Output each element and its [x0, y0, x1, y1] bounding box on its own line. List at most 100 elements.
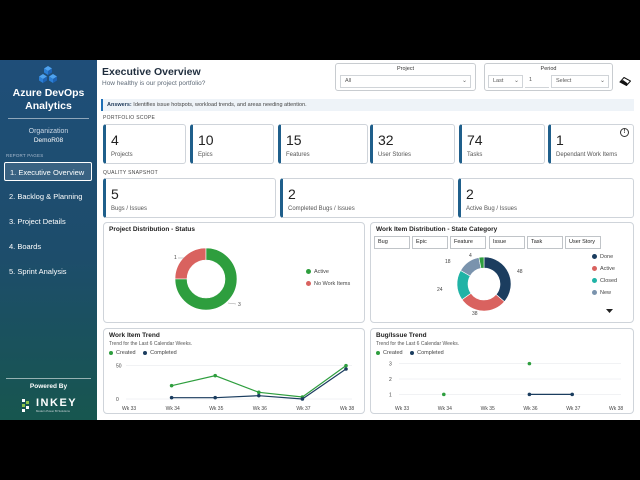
legend-dot [592, 266, 597, 272]
legend-label: Completed [150, 350, 177, 356]
legend-label: New [600, 290, 612, 296]
x-tick-label: Wk 34 [438, 406, 452, 412]
nav-item-executive-overview[interactable]: 1. Executive Overview [4, 162, 92, 181]
slicer-task[interactable]: Task [527, 236, 563, 249]
clear-filters-eraser-icon[interactable] [619, 77, 631, 86]
kpi-value: 4 [111, 132, 119, 148]
legend-item-done: Done [592, 254, 613, 260]
kpi-value: 15 [286, 132, 302, 148]
slicer-bug[interactable]: Bug [374, 236, 410, 249]
work-item-distribution-chart: 48 38 24 18 4 [437, 253, 523, 317]
period-count-input[interactable]: 1 [525, 75, 549, 88]
legend-label: Active [314, 269, 329, 275]
app-title-line2: Analytics [25, 100, 72, 112]
answer-prefix: Answers: [107, 102, 132, 108]
legend-item-active: Active [306, 269, 329, 275]
trend-legend: Created Completed [109, 350, 177, 356]
leader-line [227, 302, 237, 305]
period-mode-select[interactable]: Last ⌄ [488, 75, 523, 88]
legend-scroll-down-icon[interactable] [606, 309, 613, 314]
donut-slice-other [478, 256, 485, 269]
kpi-features: 15 Features [278, 124, 368, 164]
point-completed [257, 393, 261, 398]
kpi-projects: 4 Projects [103, 124, 186, 164]
kpi-label: Active Bug / Issues [466, 206, 518, 212]
kpi-label: Epics [198, 152, 213, 158]
legend-dot [592, 290, 597, 296]
legend-dot [376, 350, 380, 355]
point-created [442, 392, 446, 397]
nav-item-backlog-planning[interactable]: 2. Backlog & Planning [9, 192, 83, 201]
vendor-tagline: Modern Power BI Solutions [36, 409, 70, 413]
data-label: 4 [469, 253, 472, 259]
x-tick-label: Wk 36 [253, 406, 267, 412]
point-completed [344, 367, 348, 371]
kpi-value: 2 [288, 186, 296, 202]
x-tick-label: Wk 35 [481, 406, 495, 412]
point-completed [527, 392, 532, 397]
slicer-feature[interactable]: Feature [450, 236, 486, 249]
period-unit-select[interactable]: Select ⌄ [551, 75, 609, 88]
kpi-label: Features [286, 152, 310, 158]
donut-slice-no-work-items [174, 247, 207, 280]
y-tick-label: 2 [389, 377, 392, 383]
point-created [257, 390, 261, 395]
period-filter-label: Period [540, 66, 557, 72]
legend-label: Done [600, 254, 614, 260]
kpi-completed-bugs: 2 Completed Bugs / Issues [280, 178, 454, 218]
nav-item-sprint-analysis[interactable]: 5. Sprint Analysis [9, 267, 67, 276]
legend-dot [143, 350, 148, 355]
slicer-issue[interactable]: Issue [489, 236, 525, 249]
app-title: Azure DevOps Analytics [0, 87, 97, 113]
panel-title: Work Item Distribution - State Category [376, 226, 498, 233]
kpi-value: 74 [467, 132, 483, 148]
x-tick-label: Wk 33 [122, 406, 136, 412]
x-tick-label: Wk 34 [166, 406, 180, 412]
kpi-label: User Stories [378, 152, 412, 158]
page-title: Executive Overview [102, 66, 201, 78]
point-created [344, 363, 348, 368]
sidebar-divider [8, 118, 89, 119]
panel-title: Work Item Trend [109, 332, 160, 339]
point-created [527, 361, 532, 366]
kpi-user-stories: 32 User Stories [370, 124, 455, 164]
kpi-label: Tasks [467, 152, 483, 158]
x-tick-label: Wk 38 [609, 406, 623, 412]
slicer-epic[interactable]: Epic [412, 236, 448, 249]
donut-slice-active [174, 247, 238, 311]
data-label: 18 [445, 259, 451, 265]
azure-devops-logo-icon [39, 66, 57, 83]
slicer-user-story[interactable]: User Story [565, 236, 601, 249]
data-label: 38 [472, 311, 478, 317]
kpi-value: 1 [556, 132, 564, 148]
kpi-label: Dependant Work Items [556, 152, 618, 158]
bug-trend-panel: Bug/Issue Trend Trend for the Last 6 Cal… [370, 328, 634, 414]
portfolio-scope-label: PORTFOLIO SCOPE [103, 115, 156, 121]
legend-dot [410, 350, 415, 355]
legend-item-no-work-items: No Work Items [306, 281, 350, 287]
data-label: 1 [174, 255, 177, 261]
point-completed [213, 395, 217, 400]
kpi-epics: 10 Epics [190, 124, 274, 164]
point-completed [570, 392, 574, 397]
panel-title: Bug/Issue Trend [376, 332, 427, 339]
legend-dot [592, 278, 597, 284]
app-frame: Azure DevOps Analytics Organization Demo… [0, 60, 640, 420]
sidebar-footer-divider [6, 378, 91, 379]
nav-item-boards[interactable]: 4. Boards [9, 242, 42, 251]
project-select[interactable]: All ⌄ [340, 75, 471, 88]
answer-banner: Answers: Identifies issue hotspots, work… [101, 99, 634, 111]
kpi-value: 5 [111, 186, 119, 202]
info-icon[interactable]: ! [620, 128, 629, 137]
report-pages-label: REPORT PAGES [6, 153, 44, 158]
legend-label: Closed [600, 278, 618, 284]
page-subtitle: How healthy is our project portfolio? [102, 80, 206, 87]
organization-value: DemoR08 [33, 137, 64, 144]
kpi-dependant-work-items: 1 Dependant Work Items ! [548, 124, 634, 164]
legend-label: No Work Items [314, 281, 351, 287]
quality-snapshot-label: QUALITY SNAPSHOT [103, 170, 158, 176]
sidebar: Azure DevOps Analytics Organization Demo… [0, 60, 97, 420]
nav-item-project-details[interactable]: 3. Project Details [9, 217, 66, 226]
vendor-name: INKEY [36, 397, 78, 409]
